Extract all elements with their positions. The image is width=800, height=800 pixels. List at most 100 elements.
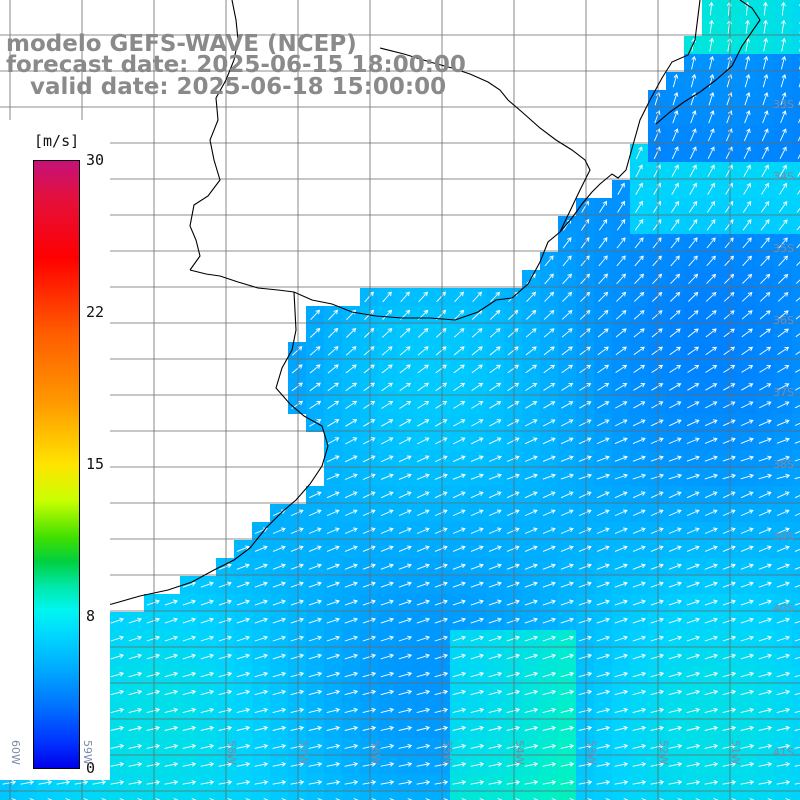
wind-arrow: [777, 328, 789, 338]
speed-cell: [792, 360, 800, 378]
wind-arrow: [740, 599, 754, 606]
wind-arrow: [560, 419, 574, 427]
wind-arrow: [795, 387, 800, 391]
wind-arrow: [290, 725, 305, 731]
colorbar-tick: 22: [86, 303, 105, 321]
speed-cell: [756, 792, 774, 800]
wind-arrow: [794, 566, 800, 570]
wind-arrow: [507, 401, 520, 409]
wind-arrow: [722, 635, 737, 642]
wind-arrow: [776, 581, 790, 588]
wind-arrow: [380, 473, 394, 480]
wind-arrow: [272, 671, 287, 678]
wind-arrow: [668, 599, 682, 606]
wind-arrow: [488, 581, 502, 588]
wind-arrow: [797, 171, 800, 177]
valid-date: valid date: 2025-06-18 15:00:00: [6, 74, 447, 100]
wind-arrow: [706, 273, 717, 284]
wind-arrow: [776, 455, 791, 462]
wind-arrow: [597, 383, 610, 391]
wind-arrow: [363, 382, 376, 392]
wind-arrow: [654, 110, 661, 124]
wind-arrow: [544, 291, 555, 302]
wind-arrow: [722, 401, 736, 409]
wind-arrow: [435, 346, 447, 356]
wind-arrow: [128, 779, 143, 785]
wind-arrow: [724, 237, 734, 249]
wind-arrow: [272, 617, 287, 624]
wind-arrow: [362, 527, 376, 534]
wind-arrow: [758, 653, 773, 660]
wind-arrow: [398, 509, 412, 517]
wind-arrow: [542, 671, 557, 678]
wind-arrow: [381, 419, 394, 427]
wind-arrow: [362, 689, 377, 696]
wind-arrow: [362, 491, 376, 499]
wind-arrow: [560, 617, 575, 624]
wind-arrow: [524, 437, 538, 445]
wind-arrow: [614, 545, 628, 552]
wind-arrow: [758, 491, 772, 499]
wind-arrow: [704, 545, 718, 552]
wind-arrow: [560, 653, 575, 660]
wind-arrow: [128, 707, 143, 714]
wind-arrow: [671, 182, 679, 195]
wind-arrow: [236, 743, 251, 749]
wind-arrow: [470, 689, 485, 696]
wind-arrow: [542, 563, 556, 570]
wind-arrow: [488, 689, 503, 696]
wind-arrow: [290, 617, 305, 624]
wind-arrow: [506, 581, 520, 588]
wind-arrow: [542, 491, 556, 499]
wind-arrow: [542, 545, 556, 552]
wind-arrow: [398, 725, 413, 731]
speed-cell: [792, 576, 800, 594]
wind-arrow: [362, 653, 377, 660]
wind-arrow: [776, 509, 790, 517]
wind-arrow: [506, 455, 520, 462]
wind-arrow: [128, 653, 143, 660]
wind-arrow: [398, 635, 413, 642]
speed-cell: [792, 234, 800, 252]
wind-arrow: [470, 509, 484, 517]
wind-arrow: [506, 599, 520, 606]
wind-arrow: [776, 527, 790, 534]
wind-arrow: [345, 382, 358, 392]
wind-arrow: [308, 761, 323, 767]
wind-arrow: [794, 674, 800, 678]
wind-arrow: [110, 653, 125, 660]
wind-arrow: [596, 671, 611, 678]
wind-arrow: [596, 707, 611, 714]
wind-arrow: [452, 671, 467, 678]
speed-cell: [414, 792, 432, 800]
wind-arrow: [758, 581, 772, 588]
wind-arrow: [596, 779, 611, 785]
wind-arrow: [362, 509, 376, 517]
wind-arrow: [743, 182, 751, 195]
wind-arrow: [707, 200, 716, 213]
wind-arrow: [668, 671, 683, 678]
wind-arrow: [723, 328, 735, 338]
wind-arrow: [326, 491, 340, 499]
wind-arrow: [740, 545, 754, 552]
wind-arrow: [615, 364, 628, 373]
wind-arrow: [578, 509, 592, 517]
wind-arrow: [326, 455, 340, 463]
wind-arrow: [614, 635, 629, 642]
wind-arrow: [650, 419, 664, 427]
wind-arrow: [633, 383, 646, 391]
wind-arrow: [381, 364, 393, 374]
wind-arrow: [452, 635, 467, 642]
wind-arrow: [236, 761, 251, 767]
speed-cell: [630, 792, 648, 800]
wind-arrow: [670, 237, 680, 249]
wind-arrow: [453, 401, 466, 409]
wind-arrow: [722, 779, 737, 785]
wind-arrow: [236, 671, 251, 678]
wind-arrow: [327, 437, 340, 445]
wind-arrow: [146, 779, 161, 785]
wind-arrow: [778, 255, 788, 267]
wind-arrow: [326, 779, 341, 785]
longitude-label: 60W: [9, 740, 22, 765]
